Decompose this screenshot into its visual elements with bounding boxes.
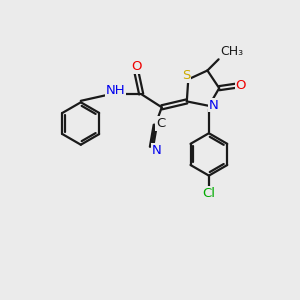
Text: C: C bbox=[156, 117, 165, 130]
Text: O: O bbox=[236, 79, 246, 92]
Text: S: S bbox=[182, 69, 190, 82]
Text: NH: NH bbox=[105, 84, 125, 97]
Text: CH₃: CH₃ bbox=[221, 44, 244, 58]
Text: O: O bbox=[131, 61, 141, 74]
Text: N: N bbox=[152, 144, 162, 157]
Text: N: N bbox=[208, 99, 218, 112]
Text: Cl: Cl bbox=[202, 187, 215, 200]
